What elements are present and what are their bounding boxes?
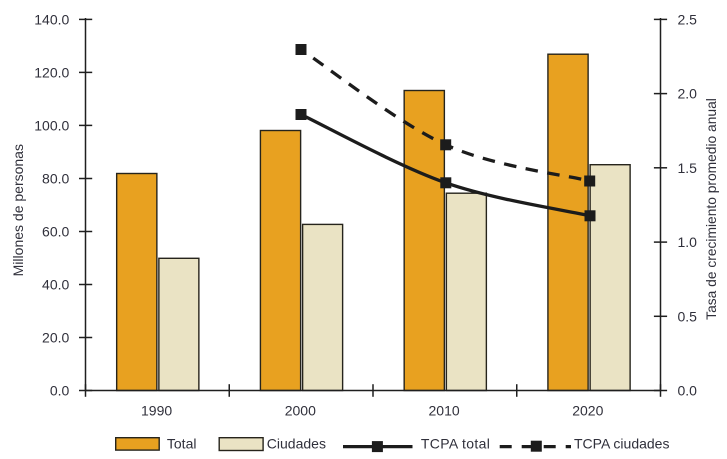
svg-text:Total: Total: [167, 436, 197, 452]
svg-text:1.0: 1.0: [678, 234, 698, 250]
svg-text:20.0: 20.0: [42, 330, 69, 346]
svg-text:Tasa de crecimiento promedio a: Tasa de crecimiento promedio anual: [704, 98, 719, 320]
svg-text:2.5: 2.5: [678, 11, 698, 27]
svg-text:60.0: 60.0: [42, 224, 69, 240]
svg-text:80.0: 80.0: [42, 171, 69, 187]
svg-text:1.5: 1.5: [678, 160, 698, 176]
svg-text:TCPA ciudades: TCPA ciudades: [574, 436, 669, 452]
svg-text:2000: 2000: [285, 402, 316, 418]
svg-text:140.0: 140.0: [34, 11, 69, 27]
svg-text:0.0: 0.0: [678, 383, 698, 399]
svg-text:TCPA total: TCPA total: [421, 436, 490, 452]
svg-text:100.0: 100.0: [34, 117, 69, 133]
svg-text:40.0: 40.0: [42, 277, 69, 293]
svg-text:120.0: 120.0: [34, 64, 69, 80]
svg-text:Ciudades: Ciudades: [267, 436, 326, 452]
svg-text:2020: 2020: [572, 402, 603, 418]
svg-text:1990: 1990: [141, 402, 172, 418]
svg-text:Millones de personas: Millones de personas: [10, 144, 26, 276]
svg-text:0.0: 0.0: [50, 383, 70, 399]
svg-text:0.5: 0.5: [678, 308, 698, 324]
svg-text:2.0: 2.0: [678, 86, 698, 102]
svg-text:2010: 2010: [429, 402, 460, 418]
